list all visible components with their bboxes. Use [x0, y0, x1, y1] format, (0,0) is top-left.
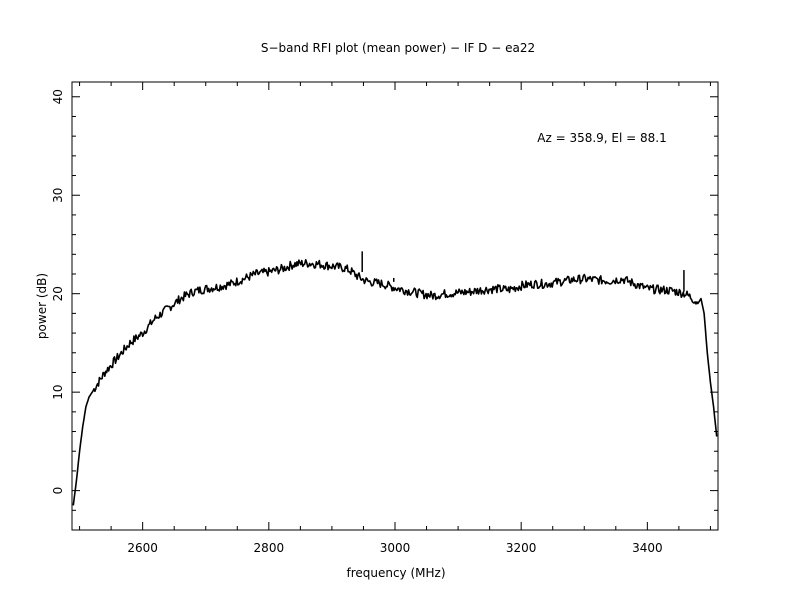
- y-tick-label: 0: [51, 487, 65, 495]
- rfi-spikes: [361, 251, 685, 292]
- y-tick-label: 20: [51, 286, 65, 301]
- x-tick-label: 3200: [506, 541, 537, 555]
- x-tick-label: 3000: [380, 541, 411, 555]
- x-tick-label: 2600: [127, 541, 158, 555]
- power-line-series: [72, 259, 718, 506]
- x-axis-label: frequency (MHz): [346, 566, 445, 580]
- chart-title: S−band RFI plot (mean power) − IF D − ea…: [261, 41, 535, 55]
- y-tick-label: 10: [51, 385, 65, 400]
- tick-labels: 2600 2800 3000 3200 3400 0 10 20 30 40: [51, 89, 663, 555]
- x-tick-label: 2800: [254, 541, 285, 555]
- y-tick-label: 40: [51, 89, 65, 104]
- az-el-annotation: Az = 358.9, El = 88.1: [537, 131, 667, 145]
- y-axis-label: power (dB): [35, 273, 49, 339]
- axis-ticks: [72, 82, 718, 531]
- x-tick-label: 3400: [632, 541, 663, 555]
- y-tick-label: 30: [51, 188, 65, 203]
